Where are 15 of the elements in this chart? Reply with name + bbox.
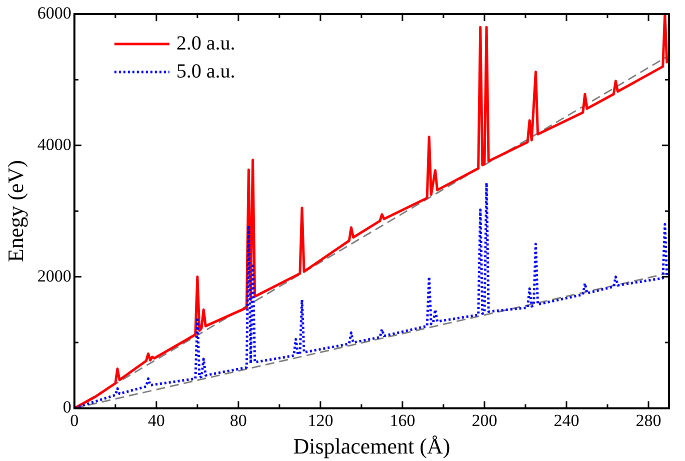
x-axis-title: Displacement (Å)	[293, 434, 450, 459]
x-tick-label: 80	[230, 410, 247, 430]
legend-label: 2.0 a.u.	[176, 32, 236, 54]
x-tick-label: 120	[308, 410, 334, 430]
y-axis-title: Enegy (eV)	[2, 160, 28, 262]
x-tick-label: 280	[636, 410, 662, 430]
legend-label: 5.0 a.u.	[176, 60, 236, 82]
x-tick-label: 160	[390, 410, 416, 430]
x-tick-label: 40	[148, 410, 165, 430]
x-tick-label: 240	[554, 410, 580, 430]
y-tick-label: 0	[62, 398, 72, 417]
x-tick-label: 200	[472, 410, 498, 430]
y-tick-label: 6000	[37, 3, 72, 22]
y-tick-label: 2000	[37, 266, 72, 286]
y-tick-label: 4000	[37, 134, 72, 154]
